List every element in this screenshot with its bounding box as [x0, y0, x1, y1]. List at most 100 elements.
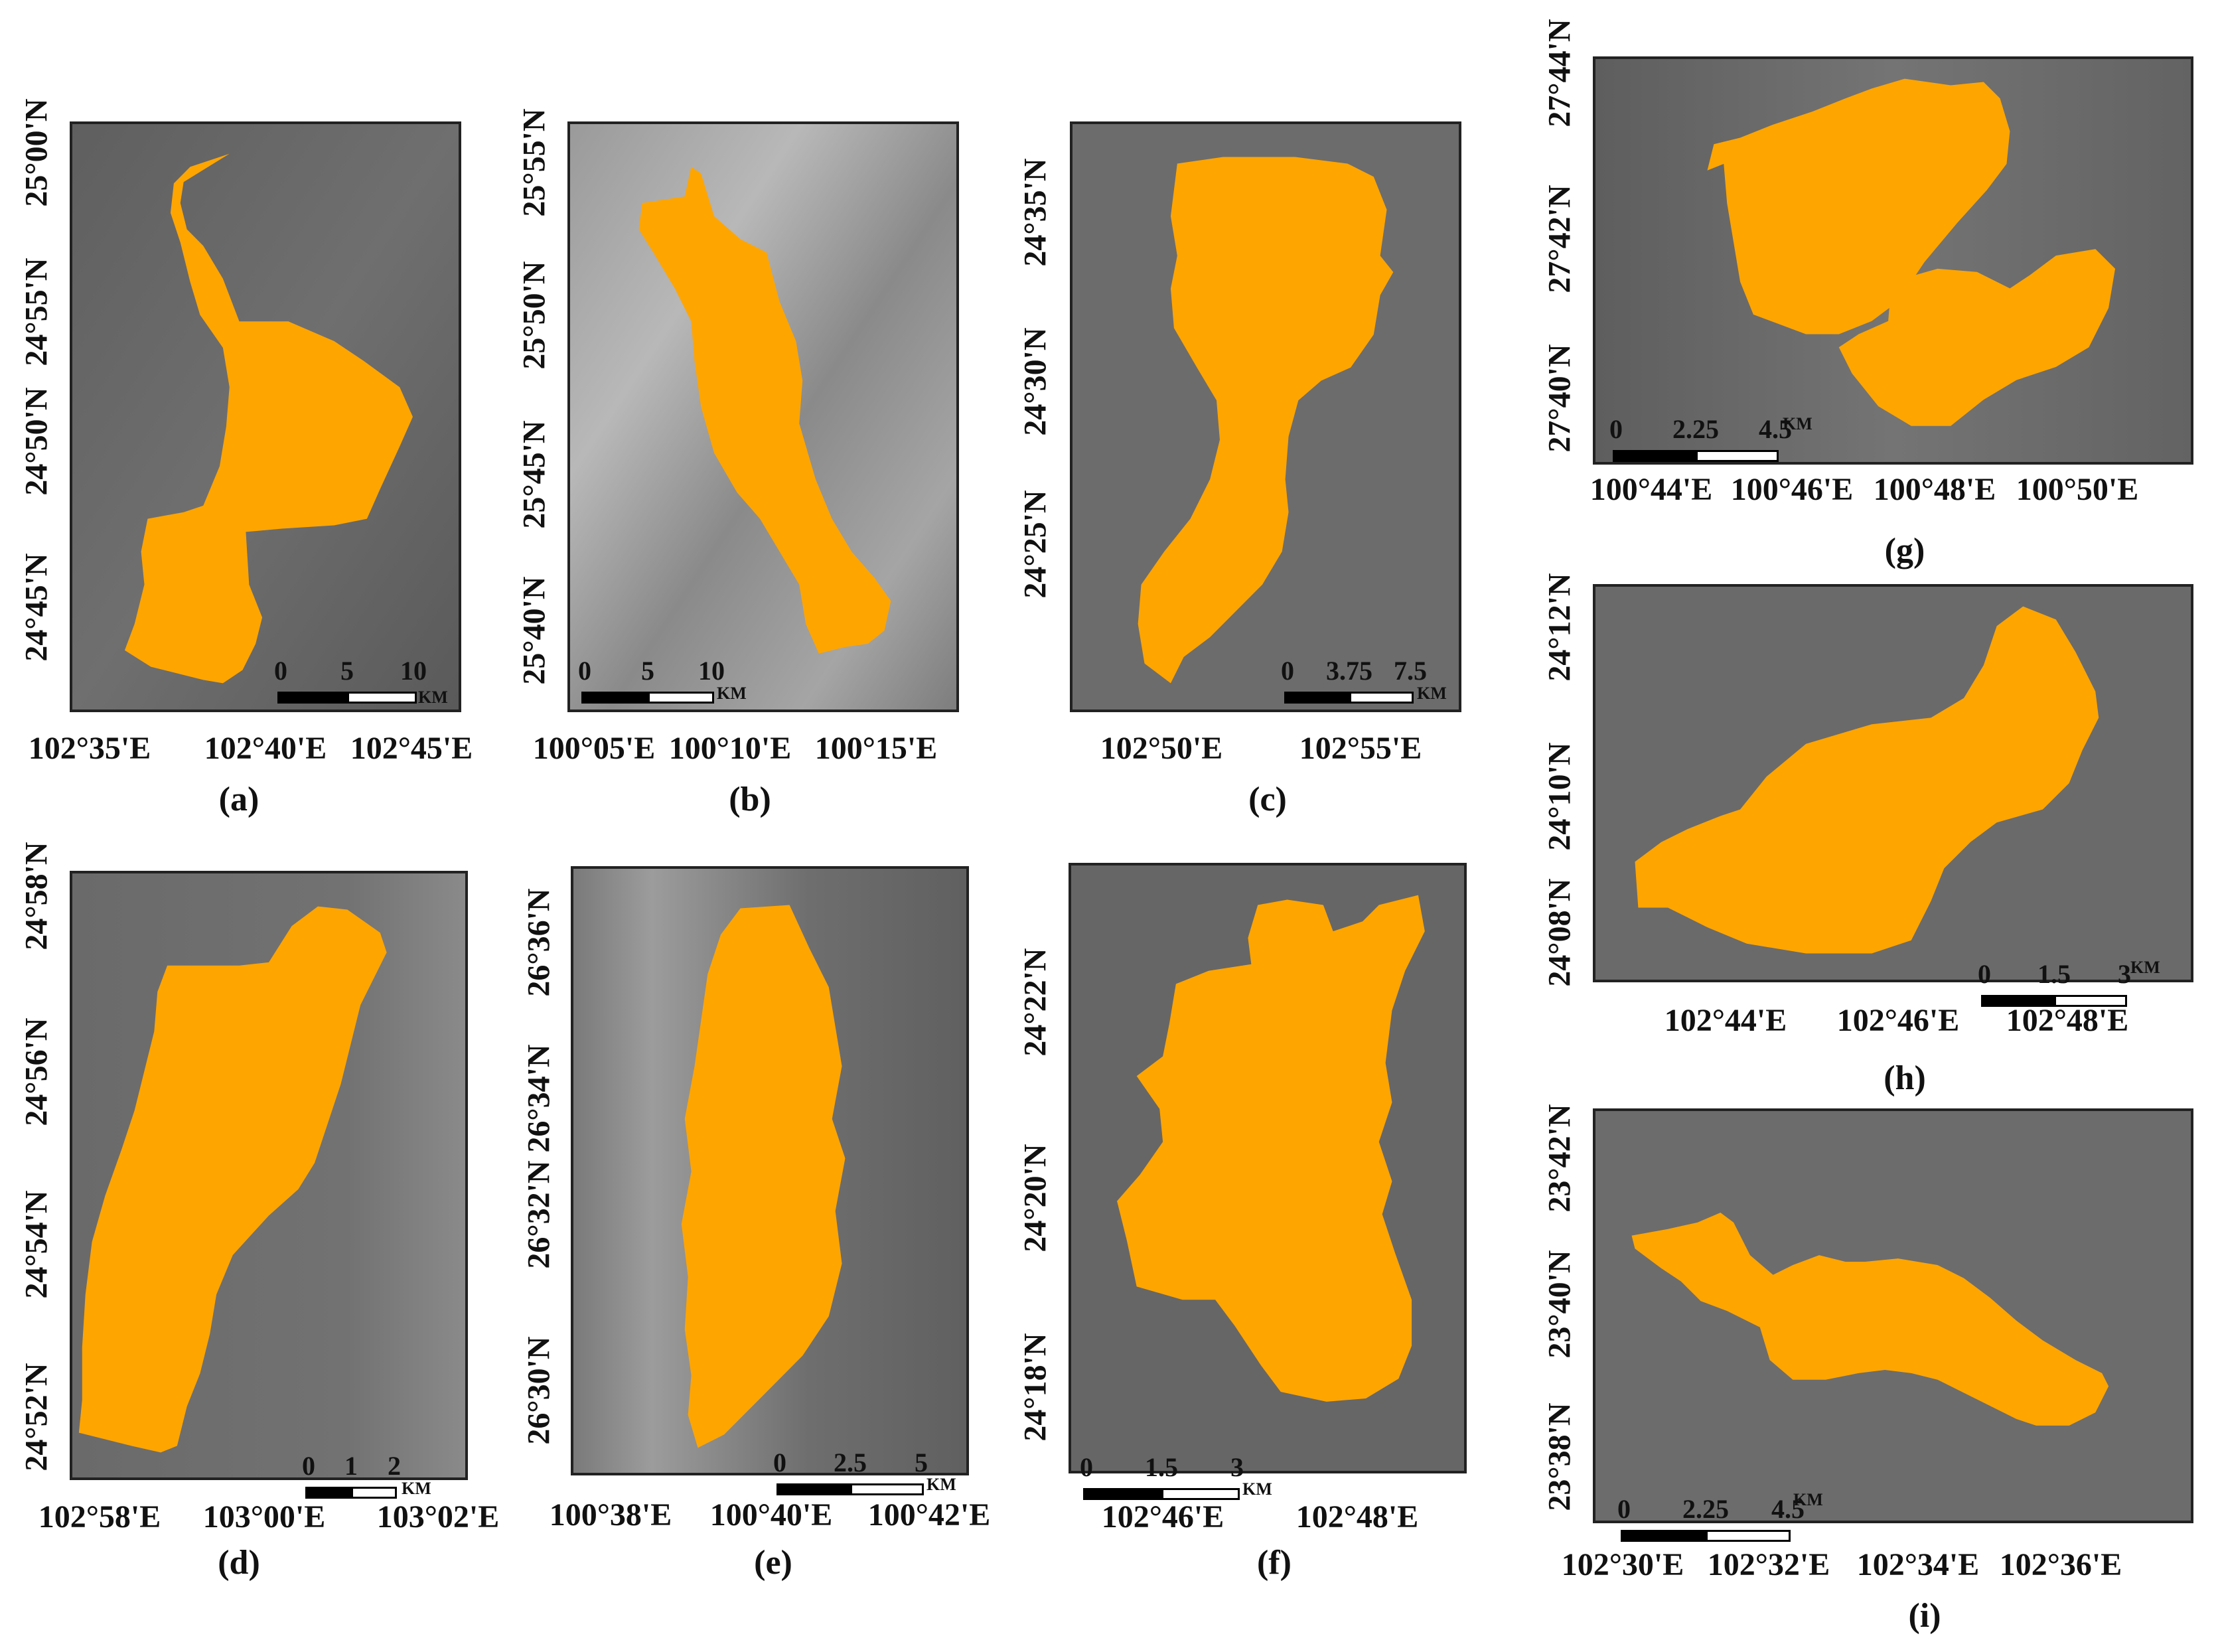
lake-c — [1138, 157, 1394, 684]
x-tick-a-1: 102°40'E — [204, 731, 327, 766]
y-tick-g-1: 27°42'N — [1542, 185, 1578, 293]
map-g — [1595, 59, 2191, 462]
x-tick-g-2: 100°48'E — [1873, 472, 1996, 507]
scale-bar-b: 0 5 10 — [578, 656, 725, 704]
scale-unit-c: KM — [1417, 684, 1447, 703]
map-frame-f — [1069, 863, 1467, 1473]
y-tick-e-0: 26°36'N — [521, 888, 557, 997]
y-tick-d-2: 24°54'N — [19, 1190, 54, 1299]
scale-bar-white-f — [1161, 1488, 1240, 1500]
scale-label-i-1: 2.25 — [1682, 1494, 1729, 1524]
y-tick-b-3: 25°40'N — [516, 576, 552, 685]
scale-unit-d: KM — [402, 1479, 431, 1498]
y-tick-h-1: 24°10'N — [1542, 742, 1578, 851]
y-tick-h-0: 24°12'N — [1542, 573, 1578, 682]
y-tick-h-2: 24°08'N — [1542, 878, 1578, 987]
x-tick-g-0: 100°44'E — [1590, 472, 1713, 507]
scale-bar-black-i — [1621, 1530, 1706, 1542]
y-tick-c-1: 24°30'N — [1017, 327, 1053, 436]
scale-label-i-2: 4.5 — [1771, 1494, 1805, 1524]
y-tick-b-2: 25°45'N — [516, 420, 552, 529]
scale-bar-f: 0 1.5 3 — [1080, 1452, 1244, 1500]
x-tick-c-1: 102°55'E — [1299, 731, 1422, 766]
caption-d: (d) — [218, 1544, 260, 1582]
scale-bar-white-h — [2054, 995, 2127, 1007]
scale-label-i-0: 0 — [1617, 1494, 1631, 1524]
y-tick-g-2: 27°40'N — [1542, 344, 1578, 453]
scale-label-c-0: 0 — [1281, 656, 1294, 686]
y-tick-c-0: 24°35'N — [1017, 158, 1053, 267]
lake-g-south — [1838, 249, 2116, 426]
caption-f: (f) — [1257, 1544, 1292, 1582]
x-tick-i-2: 102°34'E — [1856, 1547, 1980, 1582]
x-tick-b-2: 100°15'E — [814, 731, 938, 766]
scale-label-a-2: 10 — [400, 656, 427, 686]
scale-bar-white-b — [648, 692, 714, 704]
scale-unit-b: KM — [717, 684, 747, 703]
scale-bar-white-e — [850, 1483, 924, 1495]
scale-label-b-2: 10 — [698, 656, 725, 686]
scale-label-a-1: 5 — [340, 656, 354, 686]
scale-label-h-2: 3 — [2118, 959, 2131, 989]
x-tick-b-0: 100°05'E — [532, 731, 656, 766]
map-frame-g — [1593, 56, 2193, 465]
scale-label-g-0: 0 — [1609, 414, 1623, 444]
map-frame-b — [567, 121, 959, 712]
scale-label-g-1: 2.25 — [1672, 414, 1719, 444]
lake-i — [1631, 1213, 2109, 1426]
scale-unit-h: KM — [2130, 958, 2160, 977]
scale-label-e-2: 5 — [915, 1448, 928, 1477]
x-tick-a-2: 102°45'E — [350, 731, 473, 766]
map-i — [1595, 1111, 2191, 1521]
map-b — [570, 124, 956, 710]
x-tick-d-0: 102°58'E — [38, 1499, 161, 1535]
scale-label-e-0: 0 — [773, 1448, 786, 1477]
scale-bar-h: 0 1.5 3 — [1978, 959, 2131, 1007]
caption-b: (b) — [729, 781, 771, 818]
x-tick-e-1: 100°40'E — [709, 1497, 833, 1533]
x-tick-a-0: 102°35'E — [28, 731, 151, 766]
scale-bar-c: 0 3.75 7.5 — [1281, 656, 1427, 704]
scale-unit-a: KM — [418, 688, 448, 707]
scale-bar-a: 0 5 10 — [274, 656, 427, 704]
y-tick-c-2: 24°25'N — [1017, 490, 1053, 599]
y-tick-e-1: 26°34'N — [521, 1044, 557, 1153]
caption-i: (i) — [1908, 1597, 1941, 1635]
y-tick-d-3: 24°52'N — [19, 1363, 54, 1471]
map-frame-i — [1593, 1108, 2193, 1523]
x-tick-h-1: 102°46'E — [1836, 1003, 1960, 1038]
y-tick-f-1: 24°20'N — [1017, 1144, 1053, 1252]
x-tick-i-0: 102°30'E — [1561, 1547, 1684, 1582]
scale-bar-white-g — [1696, 450, 1779, 462]
map-a — [72, 124, 459, 710]
lake-h — [1635, 606, 2099, 954]
scale-unit-e: KM — [926, 1475, 956, 1494]
y-tick-d-1: 24°56'N — [19, 1017, 54, 1126]
y-tick-a-2: 24°50'N — [19, 387, 54, 496]
scale-bar-g: 0 2.25 4.5 — [1609, 414, 1792, 462]
y-tick-a-0: 25°00'N — [19, 98, 54, 207]
scale-bar-black-f — [1083, 1488, 1161, 1500]
y-tick-a-3: 24°45'N — [19, 553, 54, 662]
map-frame-h — [1593, 584, 2193, 982]
scale-label-g-2: 4.5 — [1759, 414, 1792, 444]
scale-bar-i: 0 2.25 4.5 — [1617, 1494, 1805, 1542]
scale-label-e-1: 2.5 — [834, 1448, 867, 1477]
scale-label-h-0: 0 — [1978, 959, 1991, 989]
scale-label-a-0: 0 — [274, 656, 287, 686]
scale-label-b-0: 0 — [578, 656, 591, 686]
y-tick-b-1: 25°50'N — [516, 261, 552, 370]
scale-unit-f: KM — [1242, 1479, 1272, 1499]
y-tick-e-3: 26°30'N — [521, 1336, 557, 1445]
x-tick-c-0: 102°50'E — [1100, 731, 1223, 766]
x-tick-e-2: 100°42'E — [867, 1497, 991, 1533]
scale-bar-white-d — [351, 1487, 397, 1499]
scale-bar-black-g — [1613, 450, 1696, 462]
scale-label-c-2: 7.5 — [1394, 656, 1427, 686]
y-tick-g-0: 27°44'N — [1542, 19, 1578, 127]
scale-bar-white-a — [347, 692, 417, 704]
scale-label-f-0: 0 — [1080, 1452, 1093, 1482]
lake-f — [1117, 895, 1425, 1402]
scale-bar-e: 0 2.5 5 — [773, 1448, 928, 1495]
map-f — [1071, 865, 1464, 1471]
